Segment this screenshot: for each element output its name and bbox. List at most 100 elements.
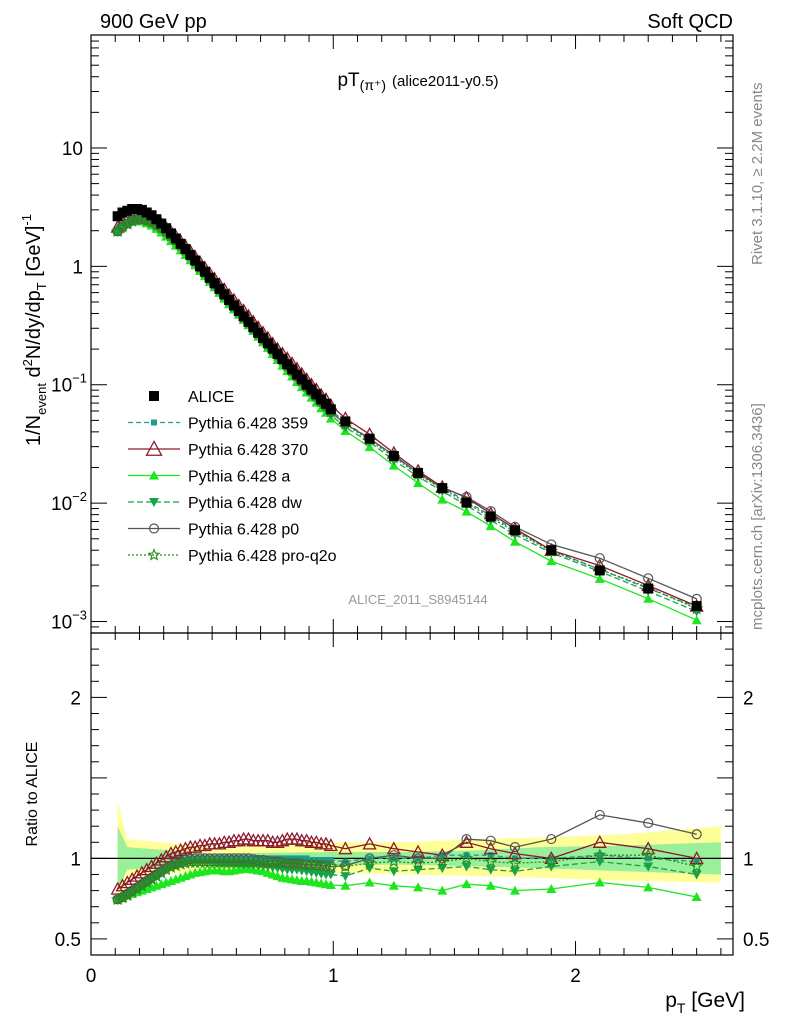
ratio-point-pq2o: [173, 856, 188, 870]
ratio-point-pq2o: [435, 854, 449, 868]
ratio-ticks: 2 21 10.5 0.50 1 2: [55, 632, 769, 987]
legend: ALICE Pythia 6.428 359 Pythia 6.428 370 Pyt…: [128, 389, 337, 565]
ratio-point-pq2o: [135, 878, 149, 892]
ratio-marker-layer: [110, 809, 704, 906]
ratio-point-pq2o: [363, 856, 377, 869]
header-left: 900 GeV pp: [100, 11, 207, 33]
main-point-alice: [320, 398, 331, 409]
main-point-pa: [691, 615, 702, 625]
main-point-alice: [437, 483, 448, 494]
ratio-point-pa: [546, 883, 557, 893]
ratio-point-p370: [178, 841, 193, 855]
legend-label: Pythia 6.428 p0: [188, 522, 299, 539]
main-point-alice: [311, 389, 322, 400]
main-point-alice: [248, 322, 259, 333]
legend-item-pdw: Pythia 6.428 dw: [128, 495, 302, 512]
ratio-point-pp0: [388, 850, 399, 861]
main-point-alice: [325, 404, 336, 415]
main-point-alice: [204, 272, 215, 283]
ratio-point-pq2o: [593, 848, 607, 861]
ratio-point-p370: [139, 862, 154, 876]
ratio-point-pq2o: [154, 865, 168, 879]
ratio-frame: [90, 632, 734, 956]
ratio-point-p370: [275, 833, 290, 847]
legend-item-pp0: Pythia 6.428 p0: [128, 522, 299, 539]
legend-label: Pythia 6.428 a: [188, 469, 290, 486]
ratio-point-pq2o: [159, 862, 173, 876]
legend-marker: [145, 440, 163, 456]
main-point-alice: [287, 364, 298, 375]
ratio-point-pa: [364, 877, 375, 887]
ratio-point-pdw: [594, 857, 605, 867]
legend-item-pa: Pythia 6.428 a: [128, 469, 290, 486]
main-point-pa: [485, 521, 496, 531]
main-point-pa: [546, 556, 557, 566]
ratio-point-p370: [459, 834, 474, 848]
y-tick-label: 10−2: [51, 489, 87, 515]
ratio-point-pq2o: [324, 859, 338, 873]
ratio-point-pq2o: [178, 856, 193, 869]
ratio-point-pdw: [509, 867, 520, 877]
ratio-point-pq2o: [459, 851, 474, 864]
ratio-point-pdw: [388, 867, 399, 877]
main-point-alice: [233, 305, 244, 316]
ratio-point-p370: [362, 836, 377, 850]
main-point-alice: [238, 311, 249, 322]
main-point-alice: [195, 261, 206, 272]
y-tick-label: 1: [72, 257, 83, 278]
ratio-point-pa: [340, 880, 351, 890]
legend-label: Pythia 6.428 359: [188, 416, 308, 433]
main-point-alice: [258, 333, 269, 344]
legend-item-p359: Pythia 6.428 359: [128, 416, 308, 433]
main-point-alice: [509, 525, 520, 536]
ratio-point-pq2o: [689, 859, 704, 873]
legend-marker: [149, 391, 159, 401]
ratio-point-p370: [197, 838, 212, 852]
main-point-alice: [282, 359, 293, 370]
main-point-alice: [594, 565, 605, 576]
ratio-point-p370: [129, 868, 145, 882]
ratio-point-pp0: [643, 817, 654, 829]
ratio-y-tick-label-right: 1: [743, 849, 754, 870]
ratio-point-pa: [691, 892, 702, 902]
watermark: ALICE_2011_S8945144: [348, 592, 487, 607]
ratio-point-pdw: [340, 872, 351, 882]
ratio-point-p370: [163, 846, 179, 860]
legend-item-alice: ALICE: [149, 389, 234, 406]
main-point-pq2o: [115, 220, 130, 233]
ratio-point-pq2o: [387, 854, 401, 868]
ratio-y-tick-label: 1: [70, 849, 81, 870]
ratio-point-pq2o: [144, 872, 159, 886]
legend-marker: [148, 523, 160, 534]
legend-item-pq2o: Pythia 6.428 pro-q2o: [128, 547, 337, 565]
ratio-point-pq2o: [130, 882, 144, 895]
main-point-alice: [209, 278, 220, 289]
ratio-point-pa: [325, 879, 336, 889]
ratio-point-pa: [509, 885, 520, 895]
ratio-point-pdw: [691, 870, 702, 880]
ratio-point-pq2o: [169, 858, 183, 872]
ratio-panel: 2 21 10.5 0.50 1 2 Ratio to ALICE pT [GeV]: [24, 632, 769, 1016]
main-point-pa: [413, 478, 424, 488]
main-point-pq2o: [125, 214, 139, 227]
main-point-alice: [180, 244, 191, 255]
ratio-point-p370: [212, 836, 227, 850]
legend-item-p370: Pythia 6.428 370: [128, 440, 308, 459]
main-point-alice: [214, 283, 225, 294]
ratio-point-pa: [643, 882, 654, 892]
ratio-point-p359: [463, 852, 470, 859]
ratio-point-p370: [221, 834, 237, 848]
y-tick-label: 10−3: [51, 608, 87, 634]
ratio-point-pq2o: [110, 892, 125, 906]
ratio-point-pdw: [413, 865, 424, 875]
ratio-point-pq2o: [508, 856, 522, 869]
y-tick-label: 10−1: [51, 371, 87, 397]
ratio-y-tick-label-right: 2: [743, 688, 754, 709]
main-point-alice: [388, 451, 399, 462]
x-tick-label: 0: [86, 966, 97, 987]
ratio-point-pdw: [325, 870, 336, 880]
main-point-alice: [413, 467, 424, 478]
ratio-point-pa: [388, 880, 399, 890]
ratio-point-pp0: [437, 853, 448, 864]
main-point-pa: [643, 593, 654, 603]
